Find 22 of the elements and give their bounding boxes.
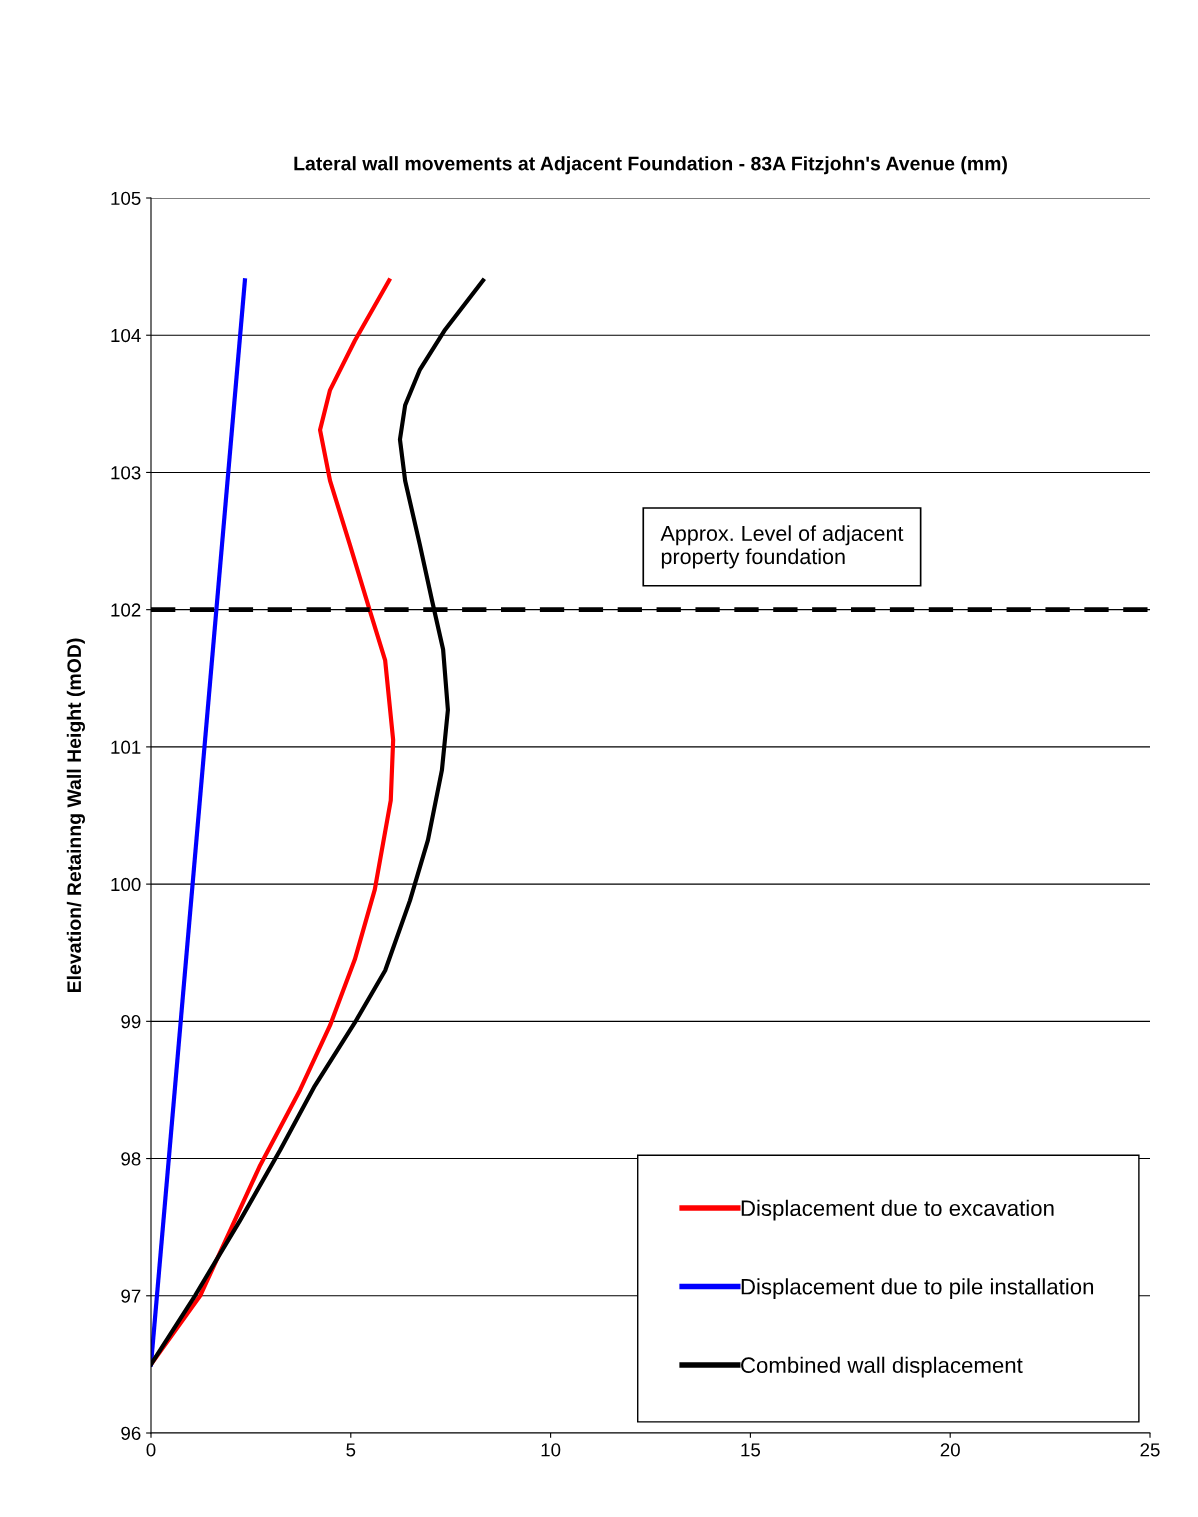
legend-label: Combined wall displacement — [741, 1356, 1023, 1378]
legend-label: Displacement due to excavation — [741, 1199, 1054, 1221]
y-tick-label: 105 — [111, 191, 141, 205]
y-tick-label: 96 — [121, 1426, 141, 1440]
y-tick-label: 100 — [111, 877, 141, 892]
x-tick-label: 15 — [741, 1443, 761, 1457]
y-tick-label: 98 — [121, 1152, 141, 1166]
x-tick-label: 0 — [146, 1443, 156, 1457]
y-tick-label: 104 — [111, 328, 141, 343]
y-tick-label: 101 — [111, 740, 141, 754]
x-tick-label: 10 — [541, 1443, 561, 1457]
y-tick-label: 102 — [111, 603, 141, 617]
y-tick-label: 97 — [121, 1289, 141, 1303]
ref-line-label: Approx. Level of adjacent property foundation — [660, 525, 904, 569]
chart-title: Lateral wall movements at Adjacent Foundation - 83A Fitzjohn's Avenue (mm) — [294, 156, 1007, 175]
y-axis-title: Elevation/ Retainng Wall Height (mOD) — [66, 638, 85, 993]
x-tick-label: 5 — [346, 1443, 356, 1457]
y-tick-label: 99 — [121, 1015, 141, 1029]
x-tick-label: 25 — [1140, 1443, 1160, 1457]
x-tick-label: 20 — [940, 1443, 960, 1457]
y-tick-label: 103 — [111, 466, 141, 480]
legend-label: Displacement due to pile installation — [741, 1278, 1094, 1299]
